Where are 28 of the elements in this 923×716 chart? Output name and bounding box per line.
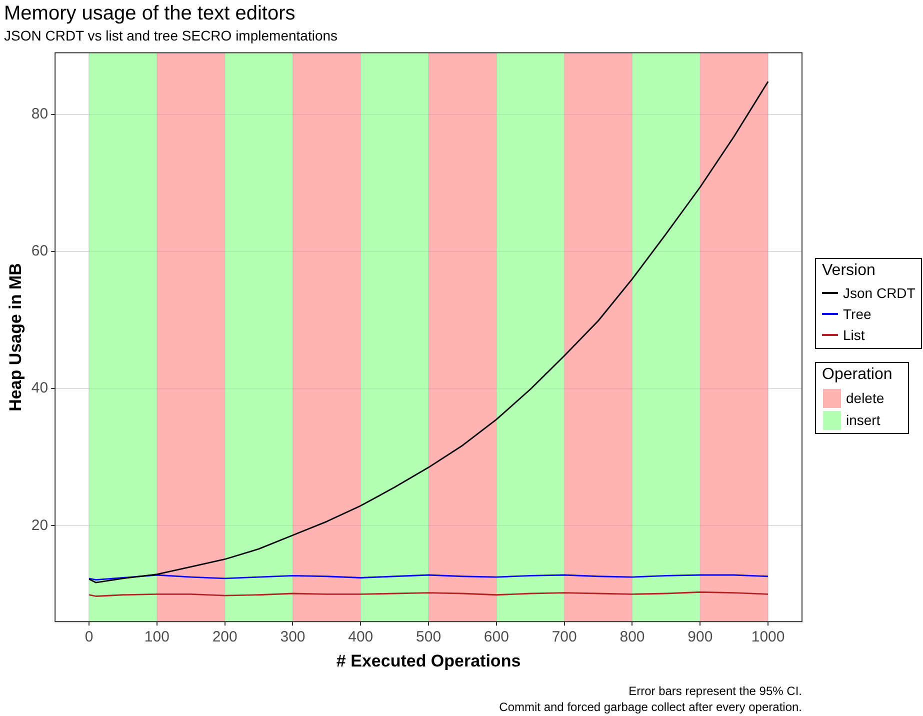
legend-label: Json CRDT xyxy=(843,284,916,300)
x-tick-label: 700 xyxy=(552,628,577,646)
legend-label: List xyxy=(843,326,865,342)
y-axis-title: Heap Usage in MB xyxy=(6,263,25,412)
y-tick-label: 80 xyxy=(31,106,48,123)
legend-label: Tree xyxy=(843,306,872,322)
y-tick-label: 20 xyxy=(31,516,48,534)
x-tick-label: 500 xyxy=(416,628,442,646)
x-tick-label: 100 xyxy=(144,628,170,646)
chart-subtitle: JSON CRDT vs list and tree SECRO implementations xyxy=(4,27,338,44)
x-axis-title: # Executed Operations xyxy=(336,651,521,670)
x-tick-label: 300 xyxy=(280,628,306,646)
text: Error bars represent the 95% CI. xyxy=(628,684,802,698)
x-tick-label: 900 xyxy=(688,628,713,646)
y-tick-label: 40 xyxy=(31,380,48,397)
text: Commit and forced garbage collect after every operation. xyxy=(499,700,802,714)
x-tick-label: 800 xyxy=(620,628,645,646)
x-tick-label: 0 xyxy=(84,628,94,646)
x-tick-label: 1000 xyxy=(751,628,785,646)
x-tick-label: 400 xyxy=(348,628,374,646)
text: delete xyxy=(846,390,884,406)
chart-title: Memory usage of the text editors xyxy=(4,2,296,25)
x-tick-label: 600 xyxy=(484,628,509,646)
legend-title: Version xyxy=(822,262,876,280)
y-tick-label: 60 xyxy=(31,242,48,260)
text: insert xyxy=(846,412,880,428)
text: Operation xyxy=(822,366,894,384)
x-tick-label: 200 xyxy=(212,628,238,646)
